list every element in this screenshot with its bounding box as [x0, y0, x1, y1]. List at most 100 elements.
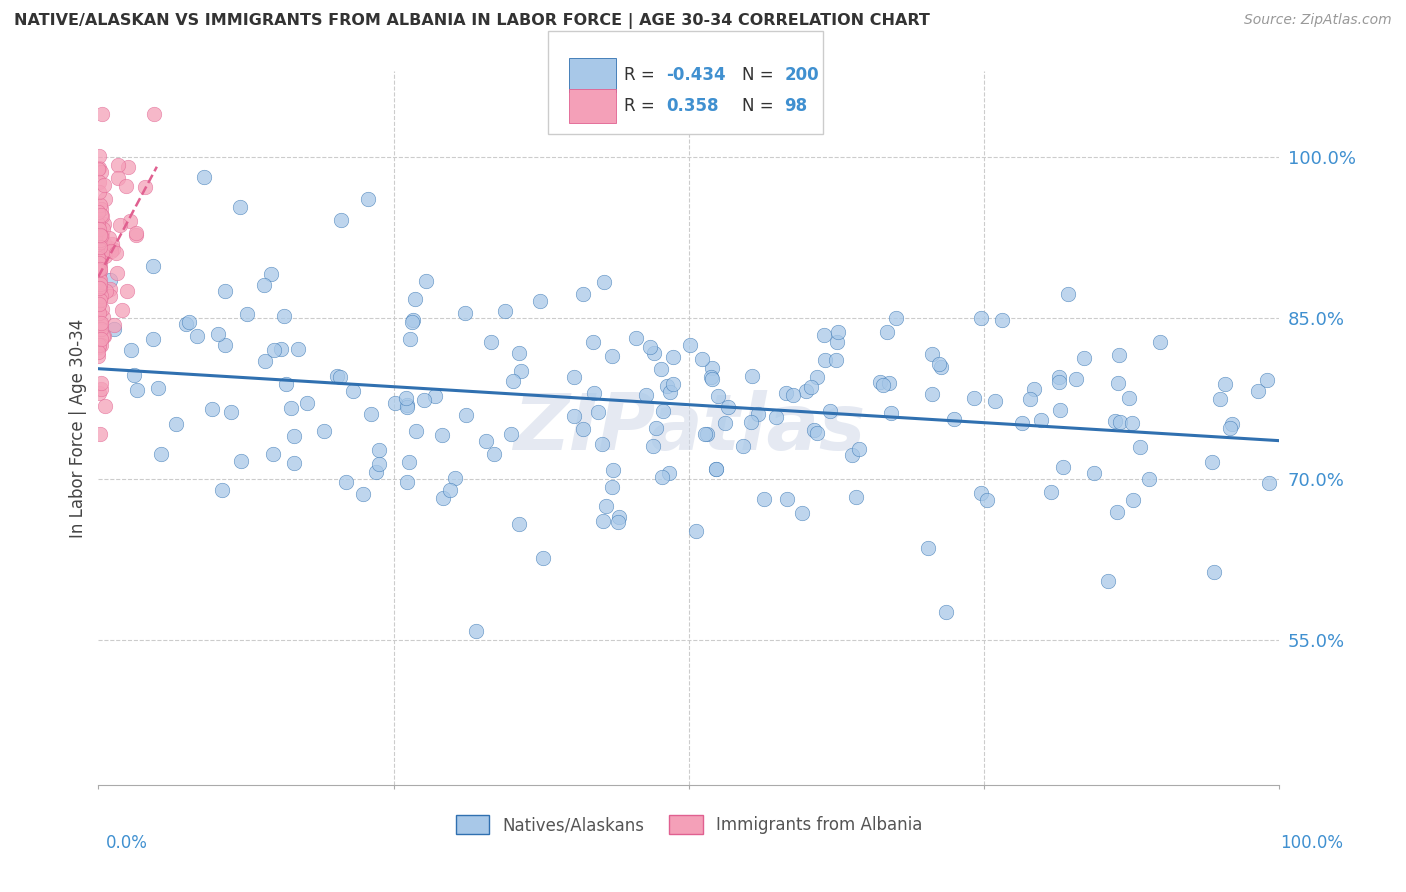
Point: [626, 330, 648, 344]
Point: [401, 315, 423, 329]
Point: [479, 335, 502, 350]
Point: [1108, 415, 1130, 429]
Point: [415, 274, 437, 288]
Point: [1039, 484, 1062, 499]
Point: [90, 318, 112, 332]
Point: [90, 202, 112, 216]
Text: -0.434: -0.434: [666, 66, 725, 84]
Point: [600, 349, 623, 363]
Point: [89, 149, 111, 163]
Point: [91, 107, 114, 121]
Point: [98, 273, 121, 287]
Point: [274, 376, 297, 391]
Point: [395, 391, 418, 405]
Point: [360, 407, 382, 421]
Point: [105, 266, 128, 280]
Point: [105, 246, 128, 260]
Point: [731, 439, 754, 453]
Point: [228, 200, 250, 214]
Point: [253, 278, 276, 293]
Point: [475, 434, 498, 448]
Point: [984, 393, 1007, 408]
Point: [886, 310, 908, 325]
Point: [1121, 416, 1143, 430]
Point: [87, 252, 110, 266]
Point: [89, 258, 111, 272]
Point: [146, 381, 169, 395]
Point: [87, 268, 110, 282]
Point: [928, 357, 950, 371]
Point: [704, 462, 727, 476]
Point: [107, 171, 129, 186]
Point: [439, 483, 461, 497]
Point: [572, 422, 595, 436]
Point: [124, 227, 146, 242]
Point: [638, 339, 661, 353]
Point: [509, 364, 531, 378]
Point: [122, 368, 145, 383]
Point: [935, 605, 957, 619]
Point: [825, 353, 848, 368]
Text: ZIPatlas: ZIPatlas: [513, 390, 865, 467]
Point: [91, 328, 114, 343]
Point: [253, 354, 276, 368]
Point: [395, 475, 418, 489]
Point: [704, 462, 727, 476]
Point: [818, 404, 841, 418]
Point: [814, 352, 837, 367]
Point: [942, 412, 965, 426]
Point: [87, 221, 110, 235]
Point: [94, 241, 117, 255]
Point: [921, 347, 943, 361]
Point: [794, 384, 817, 398]
Point: [214, 285, 236, 299]
Point: [87, 175, 110, 189]
Point: [879, 376, 901, 390]
Point: [87, 238, 110, 252]
Point: [1213, 377, 1236, 392]
Point: [87, 305, 110, 319]
Point: [90, 208, 112, 222]
Point: [494, 303, 516, 318]
Point: [87, 260, 110, 274]
Point: [100, 241, 122, 255]
Point: [588, 404, 610, 418]
Point: [1107, 376, 1129, 390]
Point: [803, 423, 825, 437]
Point: [368, 443, 391, 458]
Point: [87, 349, 110, 363]
Point: [991, 313, 1014, 327]
Point: [662, 376, 685, 391]
Point: [142, 259, 165, 273]
Point: [782, 388, 804, 402]
Point: [87, 287, 110, 301]
Point: [87, 344, 110, 359]
Point: [91, 229, 114, 244]
Point: [529, 294, 551, 309]
Point: [1047, 369, 1070, 384]
Point: [690, 352, 713, 367]
Point: [813, 328, 835, 343]
Point: [328, 370, 350, 384]
Point: [142, 332, 165, 346]
Point: [969, 486, 991, 500]
Point: [1122, 493, 1144, 508]
Point: [90, 302, 112, 317]
Point: [508, 516, 530, 531]
Point: [929, 359, 952, 374]
Point: [219, 405, 242, 419]
Point: [1049, 402, 1071, 417]
Point: [87, 296, 110, 310]
Point: [1208, 392, 1230, 407]
Point: [117, 285, 139, 299]
Point: [662, 350, 685, 364]
Point: [921, 387, 943, 401]
Point: [1256, 373, 1278, 387]
Point: [1064, 371, 1087, 385]
Point: [89, 197, 111, 211]
Point: [1057, 287, 1080, 301]
Point: [295, 396, 318, 410]
Point: [696, 426, 718, 441]
Point: [352, 486, 374, 500]
Point: [120, 343, 142, 357]
